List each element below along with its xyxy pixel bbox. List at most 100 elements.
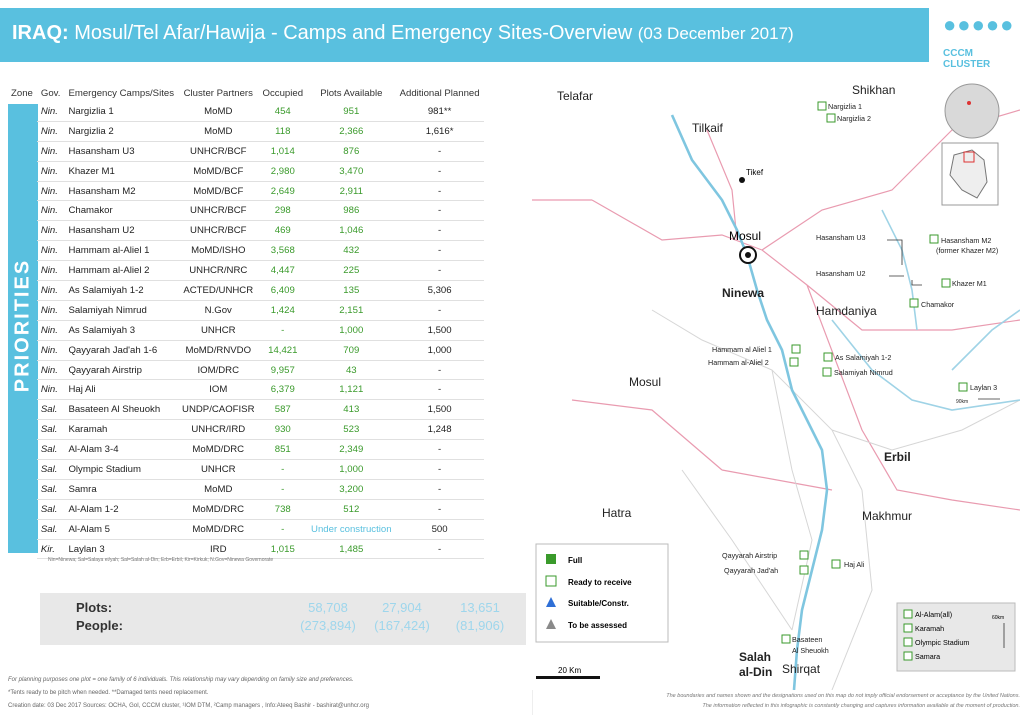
plots-label: Plots: bbox=[76, 600, 113, 615]
cell-gov: Nin. bbox=[36, 240, 65, 262]
zone-cell bbox=[7, 102, 37, 121]
cell-site: Basateen Al Sheuokh bbox=[64, 399, 179, 421]
column-header: Emergency Camps/Sites bbox=[68, 87, 175, 99]
logo-text: CCCM CLUSTER bbox=[943, 48, 991, 70]
cell-gov: Nin. bbox=[36, 360, 65, 381]
salah-inset-box: Al-Alam(all) Karamah Olympic Stadium Sam… bbox=[896, 602, 1016, 672]
cell-partner: MoMD/BCF bbox=[178, 181, 259, 202]
zone-cell bbox=[7, 281, 37, 301]
site-labels: Nargizlia 1 Nargizlia 2 Hasansham U3 Has… bbox=[708, 102, 998, 655]
table-row: Nin. Qayyarah Airstrip IOM/DRC 9,957 43- bbox=[7, 360, 484, 381]
table-row: Sal. Karamah UNHCR/IRD 930 523 1,248 bbox=[7, 419, 484, 441]
cell-available: 432 bbox=[307, 240, 396, 262]
cell-partner: MoMD bbox=[178, 102, 259, 122]
box-karamah: Karamah bbox=[915, 624, 944, 633]
cell-available: 1,485 bbox=[307, 539, 396, 560]
legend-full: Full bbox=[568, 556, 582, 565]
zone-cell bbox=[7, 121, 37, 141]
zone-cell bbox=[7, 201, 37, 221]
cell-site: Samra bbox=[64, 479, 179, 500]
cell-gov: Sal. bbox=[36, 479, 65, 500]
site-salamiyah-nimrud: Salamiyah Nimrud bbox=[834, 368, 893, 377]
column-header: Cluster Partners bbox=[183, 87, 253, 99]
cell-partner: N.Gov bbox=[178, 300, 259, 321]
footnote-tents: *Tents ready to be pitch when needed. **… bbox=[8, 690, 209, 696]
cell-available: 951 bbox=[307, 102, 396, 122]
site-nargizlia-1: Nargizlia 1 bbox=[828, 102, 862, 111]
cell-gov: Sal. bbox=[36, 459, 65, 480]
cell-gov: Nin. bbox=[36, 300, 65, 321]
cell-planned: 5,306 bbox=[395, 280, 484, 301]
table-row: Nin. Hasansham U2 UNHCR/BCF 469 1,046- bbox=[7, 220, 484, 242]
cell-gov: Nin. bbox=[36, 340, 65, 361]
region-tilkaif: Tilkaif bbox=[692, 121, 724, 135]
cell-partner: MoMD/BCF bbox=[178, 161, 259, 182]
cell-occupied: 298 bbox=[258, 200, 308, 222]
total-plots-occupied: 58,708 bbox=[308, 600, 348, 615]
cell-available: 43 bbox=[307, 360, 396, 381]
zone-cell bbox=[7, 360, 37, 380]
zone-cell bbox=[7, 141, 37, 161]
cell-partner: UNHCR/IRD bbox=[178, 419, 259, 441]
cell-planned: - bbox=[395, 161, 484, 182]
cell-occupied: 6,379 bbox=[258, 379, 308, 401]
site-hammam-aliel-1: Hammam al Aliel 1 bbox=[712, 345, 772, 354]
cell-partner: MoMD/DRC bbox=[178, 499, 259, 520]
table-row: Nin. As Salamiyah 1-2 ACTED/UNHCR 6,409 135 5… bbox=[7, 280, 484, 301]
cell-planned: - bbox=[395, 240, 484, 262]
cell-planned: - bbox=[395, 499, 484, 520]
cell-available: 876 bbox=[307, 141, 396, 162]
scale-bar: 20 Km bbox=[536, 666, 600, 679]
cell-occupied: 469 bbox=[258, 220, 308, 242]
table-row: Nin. Hammam al-Aliel 1 MoMD/ISHO 3,568 432- bbox=[7, 240, 484, 262]
cell-available: 2,911 bbox=[307, 181, 396, 202]
cell-planned: - bbox=[395, 300, 484, 321]
boundary-lines bbox=[651, 309, 1020, 690]
cell-available: 3,200 bbox=[307, 479, 396, 500]
people-label: People: bbox=[76, 618, 123, 633]
footnote-planning: For planning purposes one plot = one fam… bbox=[8, 677, 354, 683]
salah-distance: 60km bbox=[992, 615, 1004, 621]
footnote-sources: Creation date: 03 Dec 2017 Sources: OCHA… bbox=[8, 703, 369, 709]
total-plots-planned: 13,651 bbox=[460, 600, 500, 615]
cell-planned: - bbox=[395, 379, 484, 401]
cell-available: 1,000 bbox=[307, 459, 396, 480]
cell-available: 709 bbox=[307, 340, 396, 361]
cell-site: Karamah bbox=[64, 419, 179, 441]
cccm-logo: ●●●●● CCCM CLUSTER bbox=[937, 8, 1019, 70]
cell-partner: IOM/DRC bbox=[178, 360, 259, 381]
site-markers bbox=[781, 101, 1000, 644]
cell-partner: MoMD/ISHO bbox=[178, 240, 259, 262]
cell-available: 523 bbox=[307, 419, 396, 441]
road-lines bbox=[532, 109, 1020, 511]
cell-site: Nargizlia 2 bbox=[64, 121, 179, 142]
cell-available: 2,366 bbox=[307, 121, 396, 142]
inset-maps bbox=[941, 83, 1000, 206]
zone-cell bbox=[7, 300, 37, 320]
cell-site: Al-Alam 5 bbox=[64, 519, 179, 540]
zone-cell bbox=[7, 519, 37, 539]
cell-occupied: 587 bbox=[258, 399, 308, 421]
site-hasansham-u2: Hasansham U2 bbox=[816, 269, 866, 278]
region-salah-al-din-1: Salah bbox=[739, 650, 771, 664]
cell-available: 225 bbox=[307, 260, 396, 282]
cell-partner: UNHCR bbox=[178, 320, 259, 341]
column-header: Plots Available bbox=[320, 87, 383, 99]
cell-occupied: 9,957 bbox=[258, 360, 308, 381]
legend-ready: Ready to receive bbox=[568, 578, 632, 587]
cell-site: As Salamiyah 1-2 bbox=[64, 280, 179, 301]
cell-partner: UNHCR/BCF bbox=[178, 220, 259, 242]
region-telafar: Telafar bbox=[557, 89, 593, 103]
cell-gov: Nin. bbox=[36, 379, 65, 401]
zone-cell bbox=[7, 400, 37, 420]
table-row: Nin. Salamiyah Nimrud N.Gov 1,424 2,151- bbox=[7, 300, 484, 321]
cell-site: Laylan 3 bbox=[64, 539, 179, 560]
cell-site: Hasansham U2 bbox=[64, 220, 179, 242]
cell-occupied: 851 bbox=[258, 439, 308, 461]
cell-planned: 981** bbox=[395, 102, 484, 122]
table-row: Sal. Al-Alam 1-2 MoMD/DRC 738 512- bbox=[7, 499, 484, 520]
cell-gov: Kir. bbox=[36, 539, 65, 560]
cell-site: Al-Alam 3-4 bbox=[64, 439, 179, 461]
cell-gov: Nin. bbox=[36, 141, 65, 162]
cell-occupied: 738 bbox=[258, 499, 308, 520]
